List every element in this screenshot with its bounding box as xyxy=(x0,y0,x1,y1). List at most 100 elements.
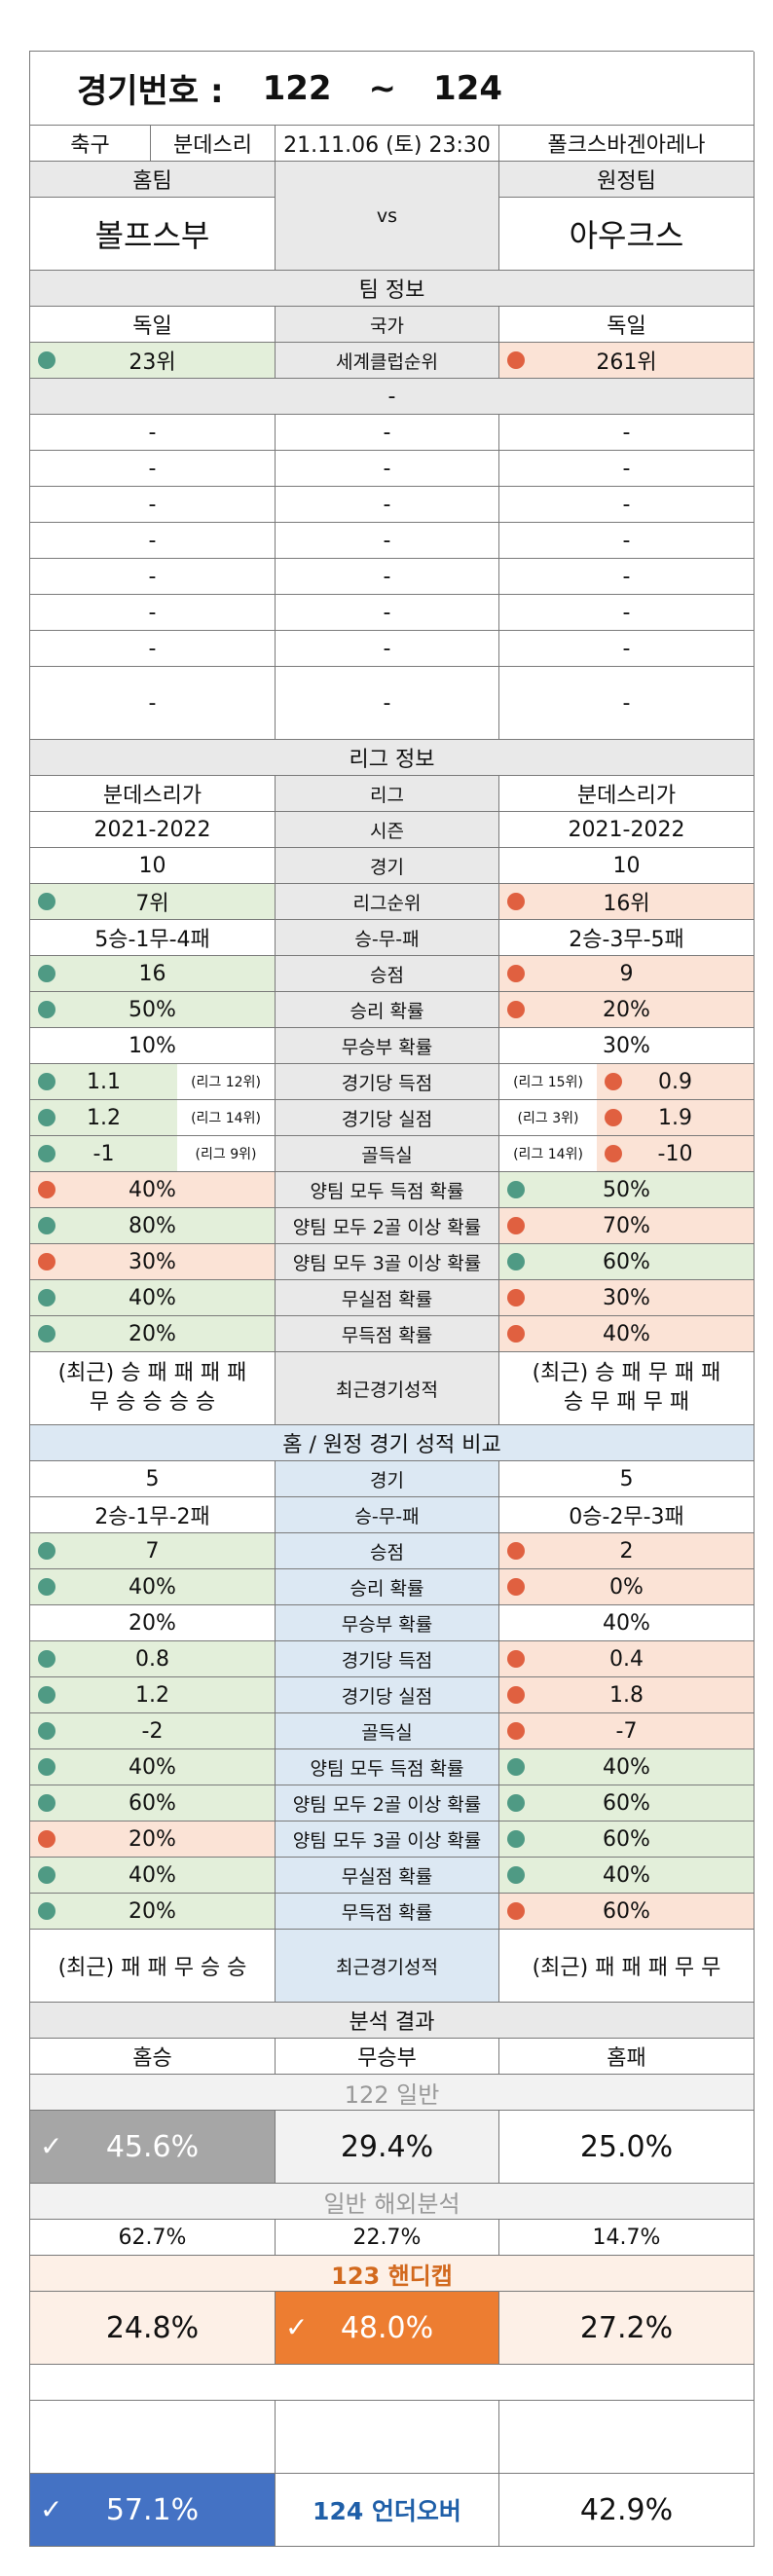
away-value-cell: 30% xyxy=(499,1028,754,1063)
homeaway-row: -2 골득실 -7 xyxy=(30,1713,755,1749)
blank-row: --- xyxy=(30,631,755,667)
league_info-away-value: 30% xyxy=(499,1280,755,1316)
match-number-to: 124 xyxy=(433,68,503,108)
handicap-title: 123 핸디캡 xyxy=(30,2256,755,2292)
homeaway-row: 60% 양팀 모두 2골 이상 확률 60% xyxy=(30,1785,755,1822)
red-dot-icon xyxy=(507,1578,525,1596)
league_info-row: 30% 양팀 모두 3골 이상 확률 60% xyxy=(30,1244,755,1280)
match-number-from: 122 xyxy=(262,68,332,108)
blank-cell-right: - xyxy=(499,487,755,523)
homeaway-row: 40% 양팀 모두 득점 확률 40% xyxy=(30,1749,755,1785)
blank-cell-left: - xyxy=(30,631,276,667)
league_info-row: 50% 승리 확률 20% xyxy=(30,992,755,1028)
overseas-home-win: 62.7% xyxy=(30,2220,276,2256)
away-value-cell: 70% xyxy=(499,1208,754,1243)
homeaway-row: 20% 무승부 확률 40% xyxy=(30,1605,755,1641)
venue: 폴크스바겐아레나 xyxy=(499,126,755,162)
away-value-text: 0.9 xyxy=(658,1069,692,1094)
home-value-text: 20% xyxy=(129,1826,176,1852)
away-value-cell: 2승-3무-5패 xyxy=(499,920,754,955)
home-value-cell: 40% xyxy=(30,1569,275,1604)
red-dot-icon xyxy=(507,965,525,982)
away-value-text: 1.9 xyxy=(658,1105,692,1130)
home-value-cell: -1 xyxy=(30,1136,177,1171)
home-country: 독일 xyxy=(30,307,276,343)
red-dot-icon xyxy=(38,1181,55,1198)
home-team-label: 홈팀 xyxy=(30,162,276,198)
blank-cell-right: - xyxy=(499,559,755,595)
homeaway-home-value: 40% xyxy=(30,1569,276,1605)
home-value-cell: 10% xyxy=(30,1028,275,1063)
home-value-text: 60% xyxy=(129,1790,176,1816)
league_info-home-value: 5승-1무-4패 xyxy=(30,920,276,956)
homeaway-stat-label: 승점 xyxy=(276,1533,499,1569)
league_info-stat-label: 골득실 xyxy=(276,1136,499,1172)
home-value-cell: 20% xyxy=(30,1605,275,1640)
home-value-text: 40% xyxy=(129,1285,176,1310)
home-value-text: 1.1 xyxy=(87,1069,121,1094)
league_info-away-value: 2승-3무-5패 xyxy=(499,920,755,956)
general-draw: 29.4% xyxy=(276,2111,499,2184)
home-value-cell: 16 xyxy=(30,956,275,991)
league_info-stat-label: 승리 확률 xyxy=(276,992,499,1028)
league_info-row: 80% 양팀 모두 2골 이상 확률 70% xyxy=(30,1208,755,1244)
blank-cell-mid: - xyxy=(276,415,499,451)
overseas-home-loss: 14.7% xyxy=(499,2220,755,2256)
home-value-cell: 20% xyxy=(30,1316,275,1351)
away-value-text: 40% xyxy=(603,1321,650,1346)
homeaway-away-value: 40% xyxy=(499,1749,755,1785)
handicap-home-win: 24.8% xyxy=(30,2292,276,2365)
away-value-text: 0% xyxy=(609,1574,644,1600)
blank-cell-mid: - xyxy=(276,595,499,631)
home-value-cell: 1.2 xyxy=(30,1677,275,1712)
home-value-cell: 20% xyxy=(30,1894,275,1929)
green-dot-icon xyxy=(38,1542,55,1560)
away-value-cell: 60% xyxy=(499,1244,754,1279)
homeaway-row: 5 경기 5 xyxy=(30,1461,755,1497)
homeaway-home-value: 0.8 xyxy=(30,1641,276,1677)
away-value-text: 16위 xyxy=(603,892,650,916)
homeaway-row: 1.2 경기당 실점 1.8 xyxy=(30,1677,755,1713)
homeaway-away-value: 60% xyxy=(499,1822,755,1858)
league_info-home-value: 30% xyxy=(30,1244,276,1280)
league_info-home-value: 80% xyxy=(30,1208,276,1244)
away-value-text: 분데스리가 xyxy=(576,784,677,808)
league_info-stat-label: 양팀 모두 득점 확률 xyxy=(276,1172,499,1208)
homeaway-stat-label: 경기당 득점 xyxy=(276,1641,499,1677)
home-win-label: 홈승 xyxy=(30,2039,276,2075)
league_info-stat-label: 경기당 실점 xyxy=(276,1100,499,1136)
spacer-left xyxy=(30,2401,276,2474)
blank-cell-mid: - xyxy=(276,667,499,740)
handicap-draw: ✓ 48.0% xyxy=(276,2292,499,2365)
blank-cell-right: - xyxy=(499,523,755,559)
home-value-cell: 10 xyxy=(30,848,275,883)
home-value-text: -1 xyxy=(92,1141,115,1166)
home-value-cell: 40% xyxy=(30,1858,275,1893)
home-value-cell: 40% xyxy=(30,1749,275,1785)
home-value-text: 2승-1무-2패 xyxy=(94,1505,210,1529)
away-value-cell: 40% xyxy=(499,1858,754,1893)
homeaway-away-value: 60% xyxy=(499,1785,755,1822)
league_info-away-value: 30% xyxy=(499,1028,755,1064)
blank-row: --- xyxy=(30,523,755,559)
league_info-row: -1 (리그 9위) 골득실 (리그 14위) -10 xyxy=(30,1136,755,1172)
league-rows: 분데스리가 리그 분데스리가 2021-2022 시즌 2021-2022 10 경기 10 7위… xyxy=(30,776,755,1352)
red-dot-icon xyxy=(507,1001,525,1018)
red-dot-icon xyxy=(605,1145,622,1162)
blank-row: --- xyxy=(30,559,755,595)
homeaway-stat-label: 경기당 실점 xyxy=(276,1677,499,1713)
home-recent-home-form: (최근) 패 패 무 승 승 xyxy=(30,1930,276,2003)
homeaway-stat-label: 승리 확률 xyxy=(276,1569,499,1605)
league_info-stat-label: 승점 xyxy=(276,956,499,992)
blank-cell-mid: - xyxy=(276,451,499,487)
homeaway-stat-label: 승-무-패 xyxy=(276,1497,499,1533)
away-team-name: 아우크스 xyxy=(499,198,755,271)
homeaway-away-value: 2 xyxy=(499,1533,755,1569)
handicap-home-loss: 27.2% xyxy=(499,2292,755,2365)
red-dot-icon xyxy=(507,1722,525,1740)
match-number-tilde: ~ xyxy=(368,68,397,108)
home-value-cell: 30% xyxy=(30,1244,275,1279)
league_info-home-value: 분데스리가 xyxy=(30,776,276,812)
away-league-rank: (리그 3위) xyxy=(499,1100,597,1135)
